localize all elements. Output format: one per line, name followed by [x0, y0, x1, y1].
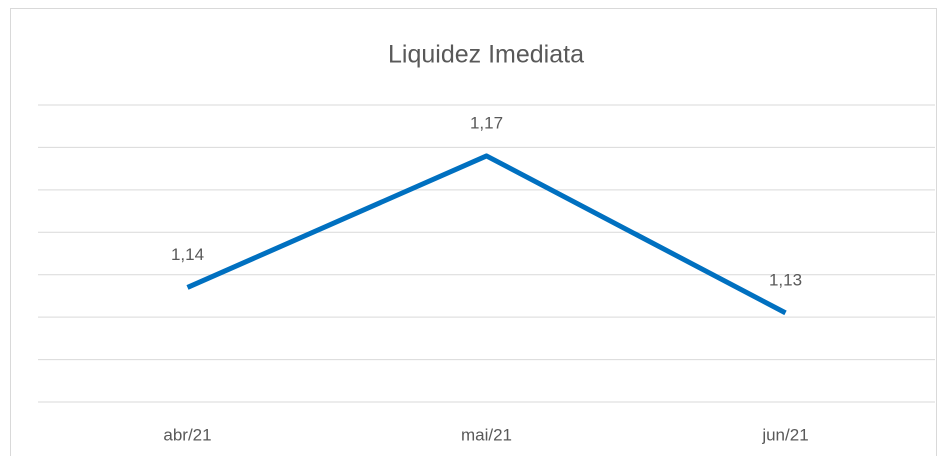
x-tick-label: mai/21	[461, 425, 512, 444]
data-label: 1,13	[769, 270, 802, 289]
data-label: 1,14	[171, 245, 204, 264]
data-line	[186, 153, 787, 316]
data-label: 1,17	[470, 113, 503, 132]
chart-title: Liquidez Imediata	[388, 41, 584, 69]
x-tick-label: abr/21	[163, 425, 211, 444]
x-tick-label: jun/21	[761, 425, 808, 444]
